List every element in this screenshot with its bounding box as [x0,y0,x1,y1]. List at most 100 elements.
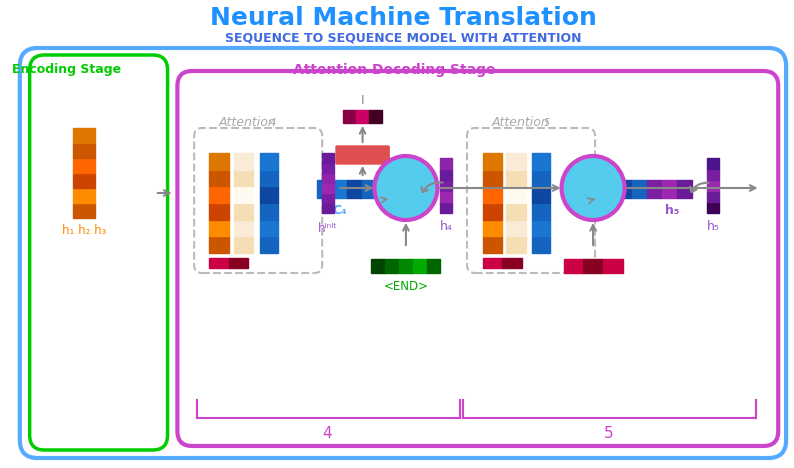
Bar [73,158,94,173]
Bar [507,153,526,170]
Bar [441,202,453,213]
Bar [483,170,503,186]
Bar [507,219,526,236]
Bar [233,203,253,219]
Bar [73,128,94,143]
Bar [233,236,253,253]
Circle shape [561,156,625,220]
Bar [318,180,332,198]
Text: h₁ h₂ h₃: h₁ h₂ h₃ [62,225,106,237]
Bar [647,180,662,198]
Bar [233,186,253,203]
Text: <END>: <END> [384,279,429,292]
Circle shape [375,156,437,220]
Bar [322,183,334,193]
Bar [233,170,253,186]
Bar [532,186,549,203]
FancyBboxPatch shape [336,146,389,164]
Bar [73,203,94,218]
Bar [532,236,549,253]
Text: h₄: h₄ [399,204,413,217]
Bar [618,180,633,198]
Bar [376,180,391,198]
Bar [707,202,719,213]
Bar [503,258,522,268]
Bar [73,173,94,188]
Bar [633,180,647,198]
Bar [372,259,385,273]
Text: 4: 4 [270,118,276,128]
Bar [662,180,676,198]
Bar [343,110,356,123]
Bar [332,180,347,198]
Bar [532,203,549,219]
Bar [532,170,549,186]
Text: h₄: h₄ [440,219,453,233]
Bar [707,158,719,169]
Bar [441,158,453,169]
Bar [73,188,94,203]
Bar [588,180,603,198]
Bar [507,186,526,203]
Bar [209,258,229,268]
Text: I: I [360,94,364,107]
Bar [391,180,406,198]
Bar [209,219,229,236]
Bar [603,259,622,273]
Bar [707,191,719,202]
Text: C₄: C₄ [333,204,347,217]
Bar [564,259,584,273]
Bar [260,153,278,170]
Bar [73,143,94,158]
Bar [229,258,249,268]
Bar [441,169,453,180]
Bar [347,180,361,198]
Bar [260,203,278,219]
Bar [260,170,278,186]
Bar [483,153,503,170]
Text: Attention: Attention [219,117,276,130]
Text: h₅: h₅ [665,204,679,217]
Bar [507,170,526,186]
Bar [399,259,413,273]
Bar [483,203,503,219]
Bar [385,259,399,273]
Bar [413,259,426,273]
Bar [603,180,618,198]
Text: hᴵⁿᴵᵗ: hᴵⁿᴵᵗ [318,221,338,234]
Bar [209,153,229,170]
Bar [584,259,603,273]
Bar [322,173,334,183]
Bar [426,259,441,273]
Bar [209,236,229,253]
Text: 4: 4 [322,425,332,440]
Bar [322,153,334,163]
Text: C₅: C₅ [602,204,616,217]
Bar [260,236,278,253]
Bar [707,169,719,180]
Bar [507,236,526,253]
Bar [322,193,334,203]
Bar [322,203,334,213]
Bar [483,186,503,203]
Bar [532,219,549,236]
Bar [532,153,549,170]
Bar [483,236,503,253]
Bar [361,180,376,198]
Bar [406,180,421,198]
Bar [441,180,453,191]
Bar [260,219,278,236]
Bar [209,170,229,186]
Bar [676,180,692,198]
Bar [209,186,229,203]
Bar [233,219,253,236]
Text: Encoding Stage: Encoding Stage [12,64,121,76]
Bar [356,110,369,123]
Text: SEQUENCE TO SEQUENCE MODEL WITH ATTENTION: SEQUENCE TO SEQUENCE MODEL WITH ATTENTIO… [225,31,581,44]
Bar [209,203,229,219]
Bar [369,110,382,123]
Text: 5: 5 [604,425,614,440]
Text: 5: 5 [544,118,550,128]
Text: Neural Machine Translation: Neural Machine Translation [210,6,596,30]
Bar [233,153,253,170]
